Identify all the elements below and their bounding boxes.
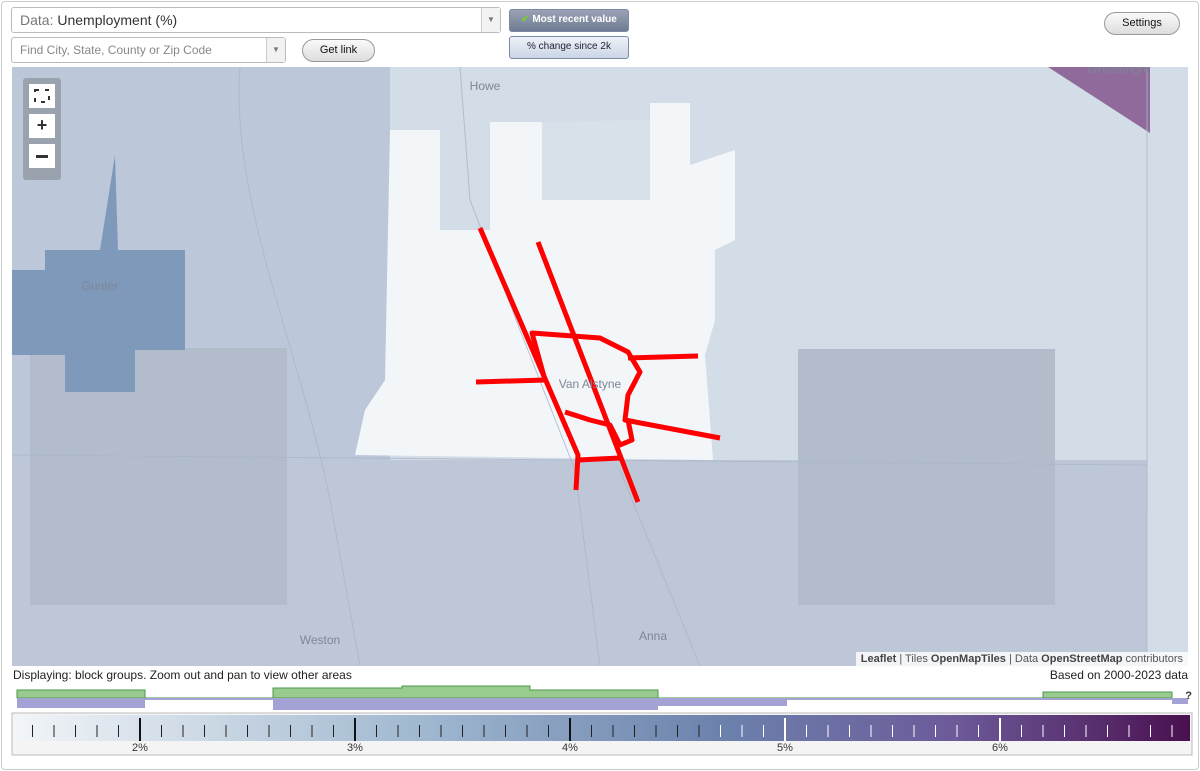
attribution: Leaflet | Tiles OpenMapTiles | Data Open… — [855, 652, 1188, 666]
region — [12, 155, 185, 392]
attribution-part: | Data — [1005, 653, 1042, 665]
region — [1048, 67, 1150, 133]
attribution-part[interactable]: OpenStreetMap — [1041, 653, 1123, 665]
data-label: Data: — [20, 12, 54, 28]
legend-tick-label: 6% — [992, 742, 1008, 754]
get-link-button[interactable]: Get link — [302, 39, 375, 62]
histogram-bars — [16, 685, 1173, 699]
zoom-controls: + — [23, 78, 61, 180]
legend-ticks: 2% 3% 4% 5% 6% — [32, 718, 1173, 754]
map[interactable]: + Howe Whitewright Gunter Van Alstyne Weston… — [12, 67, 1188, 666]
histogram — [16, 685, 1188, 710]
place-label: Whitewright — [1087, 67, 1150, 76]
attribution-part: contributors — [1122, 653, 1183, 665]
data-select[interactable]: Data: Unemployment (%) ▼ — [11, 7, 501, 33]
place-label: Van Alstyne — [559, 377, 622, 391]
legend-gradient — [15, 715, 1190, 741]
dropdown-arrow[interactable]: ▼ — [481, 8, 500, 32]
zoom-out-icon — [36, 155, 48, 158]
zoom-in-button[interactable] — [29, 114, 55, 138]
zoom-in-icon: + — [37, 115, 48, 135]
legend-tick-label: 4% — [562, 742, 578, 754]
place-label: Gunter — [82, 279, 119, 293]
legend-tick-label: 3% — [347, 742, 363, 754]
most-recent-toggle[interactable]: ✔ Most recent value — [509, 9, 629, 32]
fullscreen-button[interactable] — [29, 84, 55, 108]
dropdown-arrow[interactable]: ▼ — [266, 38, 285, 62]
histogram-bars — [17, 698, 1188, 710]
legend-tick-label: 5% — [777, 742, 793, 754]
check-icon: ✔ — [521, 14, 530, 25]
search-placeholder: Find City, State, County or Zip Code — [20, 43, 212, 57]
region — [798, 349, 1055, 605]
place-label: Anna — [639, 629, 667, 643]
attribution-part: | Tiles — [896, 653, 931, 665]
attribution-part[interactable]: Leaflet — [860, 653, 897, 665]
place-label: Weston — [300, 633, 340, 647]
legend-tick-label: 2% — [132, 742, 148, 754]
pct-change-toggle[interactable]: % change since 2k — [509, 36, 629, 59]
settings-button[interactable]: Settings — [1104, 12, 1180, 35]
legend: 2% 3% 4% 5% 6% ? — [11, 685, 1193, 756]
search-box[interactable]: Find City, State, County or Zip Code ▼ — [11, 37, 286, 63]
unknown-label: ? — [1185, 690, 1192, 702]
place-labels: Howe Whitewright Gunter Van Alstyne Weston An… — [82, 67, 1150, 647]
place-label: Howe — [470, 79, 501, 93]
most-recent-label: Most recent value — [532, 14, 617, 25]
fullscreen-icon — [34, 89, 50, 103]
based-on-note: Based on 2000-2023 data — [1049, 668, 1188, 682]
displaying-note: Displaying: block groups. Zoom out and p… — [13, 668, 352, 682]
region — [542, 120, 650, 200]
data-value: Unemployment (%) — [57, 12, 178, 28]
attribution-part[interactable]: OpenMapTiles — [930, 653, 1006, 665]
highlight-route — [475, 227, 721, 503]
